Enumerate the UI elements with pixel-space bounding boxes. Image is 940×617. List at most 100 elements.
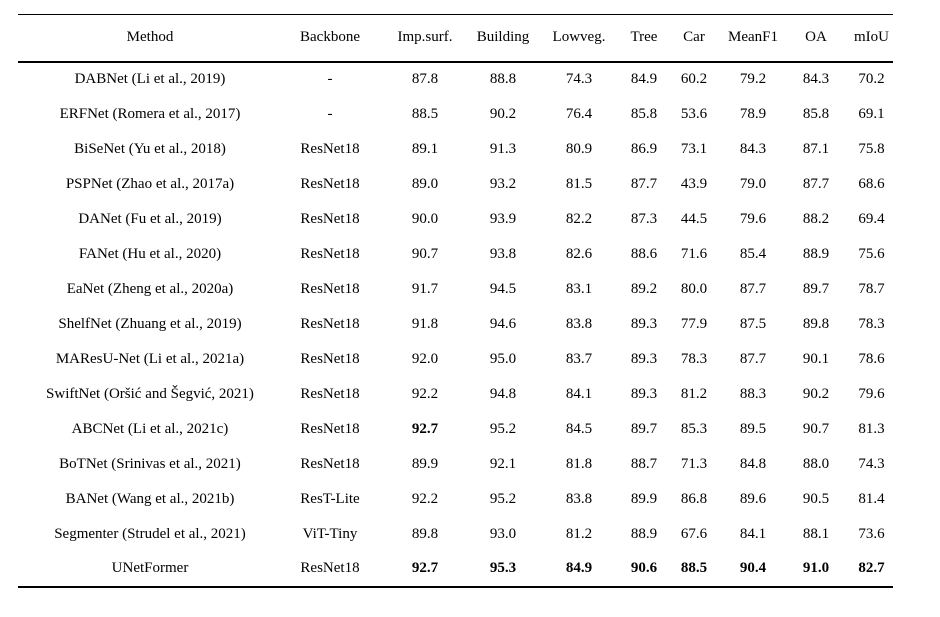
score-cell-building: 93.8 bbox=[489, 245, 517, 262]
score-cell-building: 88.8 bbox=[489, 71, 517, 87]
score-cell-building: 92.1 bbox=[489, 455, 517, 472]
table-row: DABNet (Li et al., 2019) - 87.8 88.8 74.3 84.… bbox=[18, 62, 893, 97]
backbone-cell: ResNet18 bbox=[300, 315, 360, 332]
score-cell-meanf1: 84.3 bbox=[739, 140, 767, 157]
score-cell-car: 78.3 bbox=[680, 350, 708, 367]
method-cell: BiSeNet (Yu et al., 2018) bbox=[74, 140, 226, 157]
method-cell: DABNet (Li et al., 2019) bbox=[74, 71, 226, 87]
backbone-cell: - bbox=[327, 71, 333, 87]
table-row: EaNet (Zheng et al., 2020a) ResNet18 91.7 9… bbox=[18, 272, 893, 307]
score-cell-tree: 89.2 bbox=[630, 280, 658, 297]
score-cell-car: 43.9 bbox=[680, 175, 708, 192]
score-cell-building: 95.2 bbox=[489, 490, 517, 507]
score-cell-tree: 85.8 bbox=[630, 105, 658, 122]
score-cell-imp-surf: 91.7 bbox=[411, 280, 439, 297]
score-cell-car: 86.8 bbox=[680, 490, 708, 507]
score-cell-miou: 73.6 bbox=[858, 525, 885, 542]
backbone-cell: ResNet18 bbox=[300, 420, 360, 437]
score-cell-lowveg: 76.4 bbox=[565, 105, 593, 122]
score-cell-miou: 78.7 bbox=[858, 280, 885, 297]
score-cell-meanf1: 84.1 bbox=[739, 525, 767, 542]
score-cell-car: 44.5 bbox=[680, 210, 708, 227]
score-cell-lowveg: 82.6 bbox=[565, 245, 593, 262]
score-cell-miou: 74.3 bbox=[858, 455, 885, 472]
column-header-oa: OA bbox=[805, 29, 827, 46]
backbone-cell: ResNet18 bbox=[300, 210, 360, 227]
score-cell-miou: 79.6 bbox=[858, 385, 885, 402]
score-cell-building: 95.2 bbox=[489, 420, 517, 437]
score-cell-building: 90.2 bbox=[489, 105, 517, 122]
column-header-backbone: Backbone bbox=[300, 29, 360, 46]
score-cell-tree: 86.9 bbox=[630, 140, 658, 157]
table-row: Segmenter (Strudel et al., 2021) ViT-Tiny… bbox=[18, 517, 893, 552]
method-cell: DANet (Fu et al., 2019) bbox=[78, 210, 222, 227]
score-cell-meanf1: 78.9 bbox=[739, 105, 767, 122]
score-cell-building: 91.3 bbox=[489, 140, 517, 157]
method-cell: FANet (Hu et al., 2020) bbox=[78, 245, 222, 262]
score-cell-miou: 69.4 bbox=[858, 210, 885, 227]
score-cell-car: 71.6 bbox=[680, 245, 708, 262]
column-header-method: Method bbox=[126, 29, 174, 46]
score-cell-meanf1: 89.5 bbox=[739, 420, 767, 437]
score-cell-oa: 88.2 bbox=[802, 210, 830, 227]
score-cell-building: 94.6 bbox=[489, 315, 517, 332]
score-cell-oa: 88.0 bbox=[802, 455, 830, 472]
method-cell: Segmenter (Strudel et al., 2021) bbox=[54, 525, 246, 542]
backbone-cell: - bbox=[327, 105, 333, 122]
score-cell-lowveg: 84.5 bbox=[565, 420, 593, 437]
method-cell: SwiftNet (Oršić and Šegvić, 2021) bbox=[46, 385, 254, 402]
backbone-cell: ResNet18 bbox=[300, 280, 360, 297]
score-cell-tree: 89.7 bbox=[630, 420, 658, 437]
score-cell-oa: 87.7 bbox=[802, 175, 830, 192]
column-header-car: Car bbox=[683, 29, 705, 46]
score-cell-oa: 84.3 bbox=[802, 71, 830, 87]
backbone-cell: ResNet18 bbox=[300, 245, 360, 262]
score-cell-lowveg: 81.5 bbox=[565, 175, 593, 192]
score-cell-tree: 88.6 bbox=[630, 245, 658, 262]
table-row: FANet (Hu et al., 2020) ResNet18 90.7 93.8 8… bbox=[18, 237, 893, 272]
score-cell-imp-surf: 92.7 bbox=[411, 560, 439, 576]
backbone-cell: ResNet18 bbox=[300, 455, 360, 472]
score-cell-miou: 70.2 bbox=[858, 71, 885, 87]
score-cell-building: 93.0 bbox=[489, 525, 517, 542]
score-cell-car: 80.0 bbox=[680, 280, 708, 297]
column-header-miou: mIoU bbox=[854, 29, 889, 46]
score-cell-car: 67.6 bbox=[680, 525, 708, 542]
score-cell-oa: 88.9 bbox=[802, 245, 830, 262]
score-cell-tree: 89.3 bbox=[630, 385, 658, 402]
score-cell-lowveg: 83.1 bbox=[565, 280, 593, 297]
score-cell-car: 77.9 bbox=[680, 315, 708, 332]
score-cell-car: 71.3 bbox=[680, 455, 708, 472]
score-cell-tree: 84.9 bbox=[630, 71, 658, 87]
method-cell: BoTNet (Srinivas et al., 2021) bbox=[59, 455, 241, 472]
score-cell-tree: 87.3 bbox=[630, 210, 658, 227]
score-cell-meanf1: 87.7 bbox=[739, 350, 767, 367]
score-cell-imp-surf: 92.2 bbox=[411, 490, 439, 507]
score-cell-meanf1: 89.6 bbox=[739, 490, 767, 507]
score-cell-miou: 75.6 bbox=[858, 245, 885, 262]
score-cell-building: 93.9 bbox=[489, 210, 517, 227]
score-cell-building: 94.8 bbox=[489, 385, 517, 402]
column-header-building: Building bbox=[476, 29, 530, 46]
score-cell-oa: 90.2 bbox=[802, 385, 830, 402]
backbone-cell: ResNet18 bbox=[300, 175, 360, 192]
table-row: ERFNet (Romera et al., 2017) - 88.5 90.2 76.… bbox=[18, 97, 893, 132]
score-cell-imp-surf: 90.7 bbox=[411, 245, 439, 262]
method-cell: EaNet (Zheng et al., 2020a) bbox=[66, 280, 234, 297]
score-cell-tree: 90.6 bbox=[630, 560, 658, 576]
score-cell-oa: 87.1 bbox=[802, 140, 830, 157]
score-cell-imp-surf: 88.5 bbox=[411, 105, 439, 122]
method-cell: PSPNet (Zhao et al., 2017a) bbox=[65, 175, 235, 192]
score-cell-lowveg: 81.8 bbox=[565, 455, 593, 472]
score-cell-miou: 78.3 bbox=[858, 315, 885, 332]
table-body: DABNet (Li et al., 2019) - 87.8 88.8 74.3 84.… bbox=[18, 62, 893, 587]
score-cell-car: 81.2 bbox=[680, 385, 708, 402]
score-cell-imp-surf: 89.8 bbox=[411, 525, 439, 542]
results-table: Method Backbone Imp.surf. Building Lowveg. Tr… bbox=[18, 14, 893, 588]
score-cell-miou: 69.1 bbox=[858, 105, 885, 122]
score-cell-imp-surf: 89.1 bbox=[411, 140, 439, 157]
table-row: PSPNet (Zhao et al., 2017a) ResNet18 89.0 9… bbox=[18, 167, 893, 202]
score-cell-meanf1: 90.4 bbox=[739, 560, 767, 576]
score-cell-meanf1: 87.5 bbox=[739, 315, 767, 332]
score-cell-building: 95.3 bbox=[489, 560, 517, 576]
